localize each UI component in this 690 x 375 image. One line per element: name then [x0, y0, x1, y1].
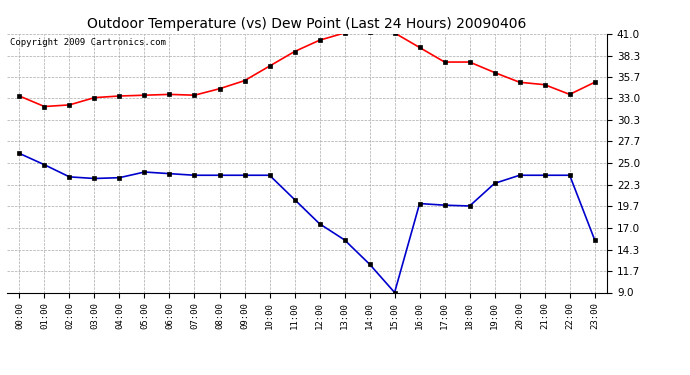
Title: Outdoor Temperature (vs) Dew Point (Last 24 Hours) 20090406: Outdoor Temperature (vs) Dew Point (Last…	[88, 17, 526, 31]
Text: Copyright 2009 Cartronics.com: Copyright 2009 Cartronics.com	[10, 38, 166, 46]
